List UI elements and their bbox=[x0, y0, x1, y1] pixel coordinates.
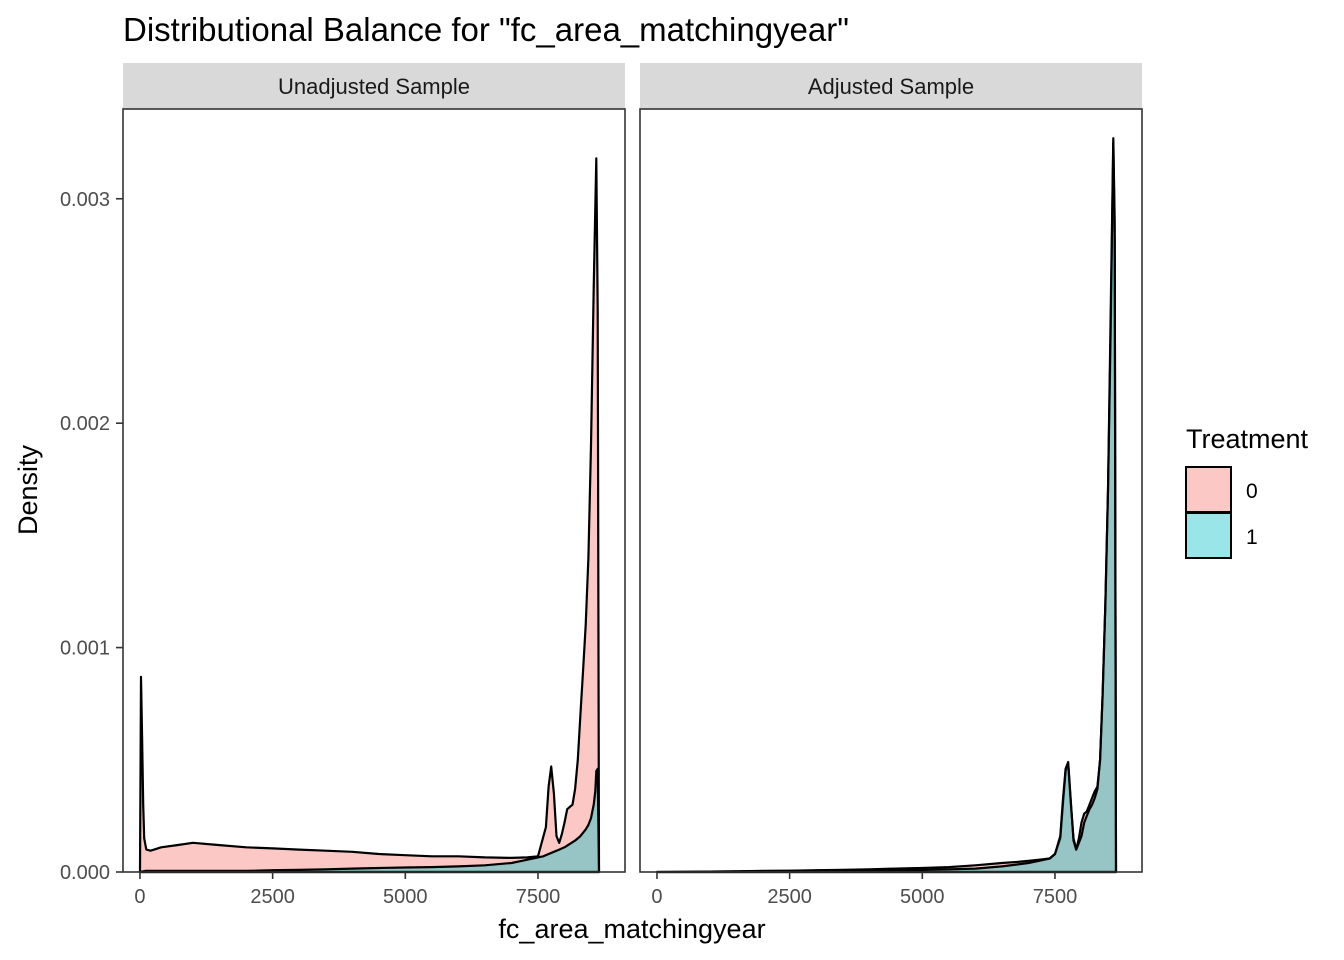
x-axis-adjusted: 0 2500 5000 7500 bbox=[651, 872, 1077, 908]
strip-label-adjusted: Adjusted Sample bbox=[808, 74, 974, 99]
density-area-unadjusted-treatment-0 bbox=[138, 157, 601, 874]
strip-unadjusted bbox=[123, 63, 625, 109]
y-tick-label: 0.000 bbox=[60, 862, 110, 884]
x-axis-title: fc_area_matchingyear bbox=[498, 914, 765, 944]
panel-border-unadjusted bbox=[122, 108, 626, 873]
legend-key-0 bbox=[1185, 466, 1232, 513]
strip-label-unadjusted: Unadjusted Sample bbox=[278, 74, 470, 99]
y-tick-label: 0.001 bbox=[60, 638, 110, 660]
plot-area-unadjusted bbox=[138, 157, 601, 874]
x-tick-label: 0 bbox=[134, 886, 145, 908]
plot-area-adjusted bbox=[655, 137, 1118, 874]
y-axis: 0.000 0.001 0.002 0.003 bbox=[60, 189, 123, 884]
y-tick-label: 0.003 bbox=[60, 189, 110, 211]
panel-border-adjusted bbox=[639, 108, 1143, 873]
legend-label-1: 1 bbox=[1246, 526, 1258, 549]
x-tick-label: 2500 bbox=[767, 886, 812, 908]
strip-adjusted bbox=[640, 63, 1142, 109]
chart-title: Distributional Balance for "fc_area_matc… bbox=[123, 11, 849, 48]
density-area-adjusted-treatment-1 bbox=[655, 137, 1118, 874]
legend-label-0: 0 bbox=[1246, 480, 1258, 503]
density-area-unadjusted-treatment-1 bbox=[138, 767, 601, 874]
density-area-adjusted-treatment-0 bbox=[655, 141, 1118, 874]
x-tick-label: 7500 bbox=[1033, 886, 1078, 908]
x-axis-unadjusted: 0 2500 5000 7500 bbox=[134, 872, 560, 908]
x-tick-label: 5000 bbox=[900, 886, 945, 908]
legend-title: Treatment bbox=[1186, 424, 1309, 454]
y-axis-title: Density bbox=[13, 444, 43, 535]
legend-key-1 bbox=[1185, 512, 1232, 559]
panel-unadjusted: Unadjusted Sample bbox=[122, 63, 626, 874]
y-tick-label: 0.002 bbox=[60, 413, 110, 435]
x-tick-label: 2500 bbox=[250, 886, 295, 908]
x-tick-label: 7500 bbox=[516, 886, 561, 908]
panel-adjusted: Adjusted Sample bbox=[639, 63, 1143, 874]
legend: Treatment 0 1 bbox=[1185, 424, 1309, 559]
x-tick-label: 5000 bbox=[383, 886, 428, 908]
x-tick-label: 0 bbox=[651, 886, 662, 908]
